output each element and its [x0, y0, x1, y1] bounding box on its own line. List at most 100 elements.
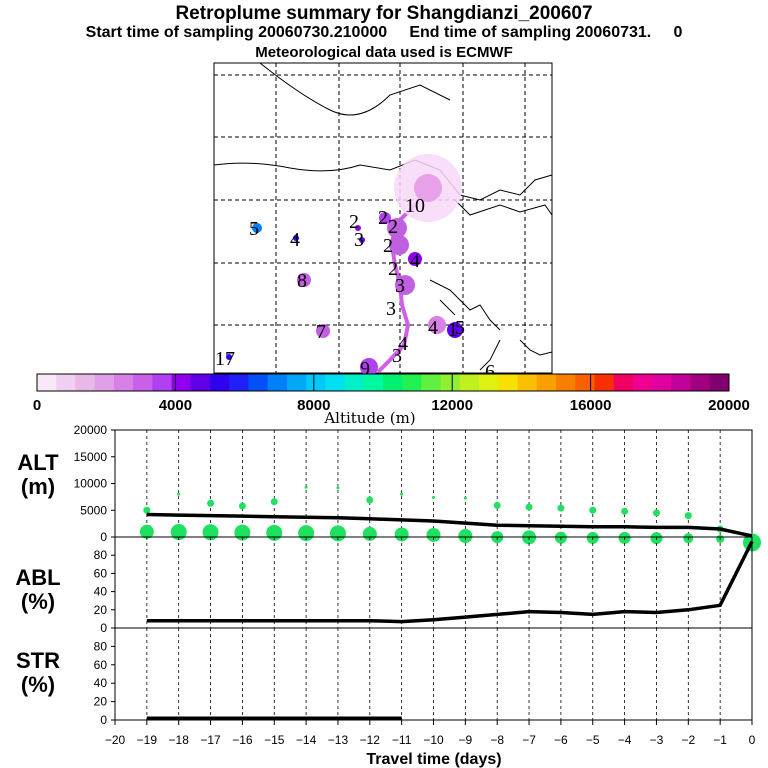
colorbar-swatch — [94, 374, 115, 391]
x-tick-label: −9 — [459, 733, 473, 747]
x-tick-label: −12 — [360, 733, 381, 747]
chart-title: Retroplume summary for Shangdianzi_20060… — [175, 3, 593, 24]
colorbar-swatch — [575, 374, 595, 391]
colorbar-swatch — [383, 374, 403, 391]
plume-blob — [355, 225, 361, 231]
map-day-label: 6 — [485, 361, 495, 383]
colorbar-tick-label: 8000 — [297, 397, 330, 414]
x-axis-title: Travel time (days) — [366, 751, 501, 768]
plume-blob — [395, 275, 415, 295]
plume-blob — [359, 237, 365, 243]
plume-blob — [447, 322, 463, 338]
alt-scatter-point — [426, 527, 441, 542]
panel-unit: (m) — [21, 474, 55, 499]
x-tick-label: −2 — [681, 733, 695, 747]
alt-scatter-point — [493, 501, 501, 509]
plume-blob — [428, 316, 446, 334]
colorbar-swatch — [56, 374, 76, 391]
map-day-label: 10 — [405, 195, 425, 217]
colorbar-swatch — [286, 374, 307, 391]
colorbar-swatch — [671, 374, 692, 391]
x-axis: −20 −19 −18 −17 −16 −15 −14 −13 −12 −11 −10 −9 −8 −7−… — [105, 720, 756, 768]
x-tick-label: −10 — [423, 733, 444, 747]
map-day-label: 2 — [349, 211, 359, 233]
colorbar-swatch — [613, 374, 634, 391]
map-day-label: 17 — [215, 348, 235, 370]
x-tick-label: −15 — [264, 733, 285, 747]
y-tick-label: 80 — [94, 548, 108, 562]
map-day-label: 3 — [354, 229, 364, 251]
alt-scatter-point — [139, 524, 154, 539]
colorbar-swatch — [210, 374, 230, 391]
panel-label: ABL — [15, 565, 60, 590]
alt-scatter-point — [143, 506, 151, 514]
plume-blob — [387, 218, 407, 238]
colorbar-swatch — [267, 374, 288, 391]
alt-scatter-point — [394, 527, 409, 542]
colorbar-title: Altitude (m) — [323, 409, 415, 427]
colorbar-swatch — [229, 374, 249, 391]
colorbar-swatch — [402, 374, 422, 391]
x-tick-label: −11 — [392, 733, 412, 747]
x-tick-label: 0 — [749, 733, 756, 747]
y-tick-label: 10000 — [74, 477, 108, 491]
plume-track — [226, 154, 463, 376]
panel-str: 80 60 40 20 0 STR(%) — [16, 627, 753, 727]
colorbar-swatch — [517, 374, 538, 391]
y-tick-label: 40 — [94, 676, 108, 690]
alt-scatter-point — [463, 496, 467, 500]
colorbar-swatch — [421, 374, 442, 391]
x-tick-label: −4 — [618, 733, 632, 747]
y-tick-label: 80 — [94, 639, 108, 653]
colorbar-tick-label: 16000 — [570, 397, 612, 414]
alt-scatter-point — [170, 524, 187, 541]
panel-unit: (%) — [21, 589, 55, 614]
x-tick-label: −14 — [296, 733, 317, 747]
colorbar-swatch — [690, 374, 711, 391]
colorbar-swatch — [479, 374, 499, 391]
met-data-note: Meteorological data used is ECMWF — [255, 44, 513, 61]
colorbar-swatch — [306, 374, 326, 391]
plume-blob — [226, 354, 232, 360]
map-day-label-extra: 1 — [448, 319, 458, 341]
map-day-label-extra: 5 — [455, 317, 465, 339]
alt-scatter-point — [400, 492, 404, 496]
alt-scatter-point — [202, 524, 219, 541]
y-tick-label: 0 — [100, 621, 107, 635]
x-tick-label: −7 — [522, 733, 536, 747]
panel-unit: (%) — [21, 672, 55, 697]
alt-scatter-point — [207, 499, 215, 507]
x-tick-label: −20 — [105, 733, 126, 747]
alt-scatter-point — [589, 506, 597, 514]
alt-scatter-point — [304, 485, 308, 489]
colorbar-swatch — [37, 374, 57, 391]
colorbar-swatch — [536, 374, 557, 391]
alt-scatter-point — [557, 504, 565, 512]
y-tick-label: 60 — [94, 566, 108, 580]
alt-scatter-point — [270, 498, 278, 506]
x-tick-label: −13 — [328, 733, 349, 747]
map-day-label-extra: 2 — [378, 207, 388, 229]
plume-blob — [293, 235, 299, 241]
plume-blob — [389, 235, 409, 255]
colorbar-tick-label: 0 — [33, 397, 41, 414]
x-tick-label: −16 — [232, 733, 253, 747]
colorbar-swatch — [440, 374, 461, 391]
colorbar-swatch — [248, 374, 269, 391]
x-tick-label: −5 — [586, 733, 600, 747]
map-day-label-extra: 3 — [392, 345, 402, 367]
colorbar-tick-label: 20000 — [708, 397, 750, 414]
colorbar-swatch — [190, 374, 211, 391]
colorbar-tick-label: 4000 — [159, 397, 192, 414]
alt-scatter-point — [652, 509, 660, 517]
map-day-label: 5 — [249, 218, 259, 240]
colorbar-swatch — [459, 374, 480, 391]
panel-label: STR — [16, 648, 60, 673]
plume-blob — [360, 358, 378, 376]
colorbar-tick-label: 12000 — [431, 397, 473, 414]
x-tick-label: −8 — [490, 733, 504, 747]
colorbar-swatch — [363, 374, 384, 391]
alt-scatter-point — [684, 512, 692, 520]
